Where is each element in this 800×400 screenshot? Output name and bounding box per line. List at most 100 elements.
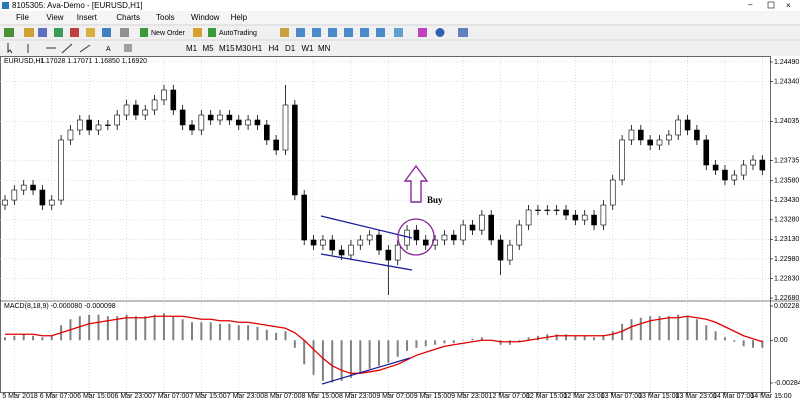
- candle-body: [348, 244, 354, 256]
- tool-icon[interactable]: [435, 28, 445, 37]
- y-tick-label: 1.24490: [774, 59, 799, 66]
- macd-bar: [518, 340, 521, 342]
- timeframe-button[interactable]: H1: [252, 44, 263, 53]
- macd-bar: [4, 337, 6, 341]
- candle-body: [619, 139, 625, 181]
- macd-bar: [378, 340, 380, 366]
- menu-item[interactable]: View: [46, 13, 63, 22]
- candle-body: [329, 239, 336, 251]
- macd-bar: [172, 316, 175, 341]
- candle-body: [189, 124, 195, 131]
- x-tick-label: 12 Mar 23:00: [563, 393, 604, 400]
- macd-bar: [312, 340, 315, 375]
- candle-body: [151, 99, 158, 111]
- macd-bar: [621, 323, 624, 341]
- tool-icon[interactable]: [79, 44, 91, 53]
- tool-icon[interactable]: [124, 44, 132, 52]
- candle-body: [394, 244, 401, 261]
- menu-item[interactable]: Help: [231, 13, 248, 22]
- candle-body: [703, 139, 710, 166]
- candle-body: [357, 239, 364, 246]
- tool-icon[interactable]: A: [106, 46, 111, 53]
- tool-icon[interactable]: [70, 28, 79, 37]
- macd-bar: [752, 340, 754, 348]
- new-order-button[interactable]: New Order: [151, 30, 186, 37]
- close[interactable]: ×: [786, 1, 791, 10]
- cursor-tool[interactable]: [7, 43, 13, 54]
- menu-item[interactable]: File: [16, 13, 29, 22]
- tool-icon[interactable]: [296, 28, 305, 37]
- macd-bar: [331, 340, 334, 383]
- timeframe-button[interactable]: D1: [285, 44, 296, 53]
- menu-item[interactable]: Tools: [156, 13, 175, 22]
- tool-icon[interactable]: [418, 28, 427, 37]
- macd-bar: [228, 323, 231, 341]
- candle-body: [338, 249, 345, 256]
- tool-icon[interactable]: [54, 28, 63, 37]
- tool-icon[interactable]: [86, 28, 95, 37]
- macd-bar: [219, 323, 222, 341]
- macd-signal-line: [5, 315, 763, 374]
- candle-body: [245, 119, 251, 126]
- menu-item[interactable]: Window: [191, 13, 220, 22]
- macd-bar: [695, 319, 698, 341]
- candle-body: [553, 209, 560, 211]
- tool-icon[interactable]: [458, 28, 468, 37]
- macd-bar: [434, 340, 437, 345]
- candle-body: [647, 139, 653, 146]
- macd-bar: [116, 316, 119, 341]
- candle-body: [282, 104, 289, 151]
- channel-line: [320, 215, 413, 239]
- x-tick-label: 6 Mar 23:00: [115, 393, 152, 400]
- candle-body: [133, 104, 139, 116]
- tool-icon[interactable]: [4, 28, 14, 37]
- candle-body: [712, 164, 719, 171]
- candle-body: [20, 184, 27, 191]
- candle-body: [591, 214, 597, 226]
- macd-bar: [574, 335, 577, 341]
- tool-icon[interactable]: [344, 28, 353, 37]
- tool-icon[interactable]: [24, 28, 34, 37]
- menu-item[interactable]: Charts: [116, 13, 140, 22]
- tool-icon[interactable]: [61, 43, 73, 54]
- macd-y-tick-label: 0.00: [774, 337, 788, 344]
- candle-body: [750, 159, 756, 166]
- tool-icon[interactable]: [394, 28, 403, 37]
- tool-icon[interactable]: [38, 28, 47, 37]
- tool-icon[interactable]: [376, 28, 385, 37]
- tool-icon[interactable]: [120, 28, 129, 37]
- macd-bar: [705, 325, 708, 341]
- timeframe-button[interactable]: M5: [203, 44, 215, 53]
- autotrading-button[interactable]: AutoTrading: [219, 30, 257, 37]
- x-tick-label: 9 Mar 07:00: [376, 393, 413, 400]
- candle-body: [310, 239, 317, 246]
- tool-icon[interactable]: [193, 28, 202, 37]
- tool-icon[interactable]: [360, 28, 369, 37]
- x-tick-label: 14 Mar 07:00: [713, 393, 754, 400]
- macd-bar: [677, 314, 680, 341]
- chart-frame: [0, 56, 771, 393]
- ohlc-readout: 1.17028 1.17071 1.16850 1.16920: [40, 58, 147, 65]
- minimize[interactable]: –: [748, 0, 753, 9]
- maximize[interactable]: [767, 1, 775, 9]
- macd-bar: [742, 340, 745, 347]
- macd-bar: [471, 338, 474, 341]
- candle-body: [114, 114, 120, 126]
- timeframe-button[interactable]: M15: [219, 44, 235, 53]
- timeframe-button[interactable]: M1: [186, 44, 198, 53]
- macd-bar: [88, 314, 91, 341]
- tool-icon[interactable]: [280, 28, 289, 37]
- timeframe-button[interactable]: W1: [302, 44, 315, 53]
- candle-body: [666, 134, 672, 141]
- timeframe-button[interactable]: MN: [318, 44, 331, 53]
- tool-icon[interactable]: [312, 28, 321, 37]
- macd-bar: [611, 331, 614, 341]
- tool-icon[interactable]: [328, 28, 337, 37]
- menu-item[interactable]: Insert: [77, 13, 98, 22]
- candle-body: [413, 229, 420, 241]
- tool-icon[interactable]: [102, 28, 111, 37]
- timeframe-button[interactable]: H4: [269, 44, 280, 53]
- timeframe-button[interactable]: M30: [236, 44, 252, 53]
- candle-body: [628, 129, 635, 141]
